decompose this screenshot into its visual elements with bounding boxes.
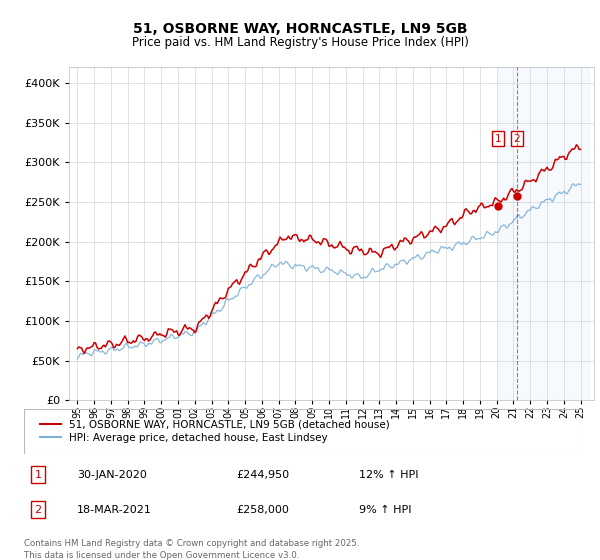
Legend: 51, OSBORNE WAY, HORNCASTLE, LN9 5GB (detached house), HPI: Average price, detac: 51, OSBORNE WAY, HORNCASTLE, LN9 5GB (de… bbox=[35, 414, 395, 448]
Text: 18-MAR-2021: 18-MAR-2021 bbox=[77, 505, 152, 515]
Text: 9% ↑ HPI: 9% ↑ HPI bbox=[359, 505, 412, 515]
Text: 2: 2 bbox=[34, 505, 41, 515]
Text: £244,950: £244,950 bbox=[236, 470, 289, 479]
Text: 12% ↑ HPI: 12% ↑ HPI bbox=[359, 470, 418, 479]
Text: 2: 2 bbox=[514, 134, 520, 143]
Text: 1: 1 bbox=[495, 134, 502, 143]
Text: Price paid vs. HM Land Registry's House Price Index (HPI): Price paid vs. HM Land Registry's House … bbox=[131, 36, 469, 49]
Text: 51, OSBORNE WAY, HORNCASTLE, LN9 5GB: 51, OSBORNE WAY, HORNCASTLE, LN9 5GB bbox=[133, 22, 467, 36]
Text: 1: 1 bbox=[34, 470, 41, 479]
Text: Contains HM Land Registry data © Crown copyright and database right 2025.
This d: Contains HM Land Registry data © Crown c… bbox=[24, 539, 359, 559]
Bar bbox=[498, 67, 589, 400]
Text: £258,000: £258,000 bbox=[236, 505, 289, 515]
Text: 30-JAN-2020: 30-JAN-2020 bbox=[77, 470, 147, 479]
